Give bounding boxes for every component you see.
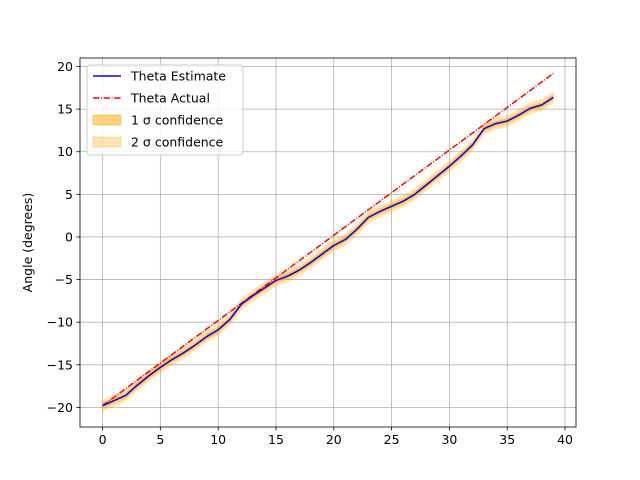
- y-tick-label: 20: [57, 59, 73, 74]
- x-tick-label: 35: [499, 432, 515, 447]
- series-line: [102, 72, 554, 407]
- x-tick-label: 5: [156, 432, 164, 447]
- y-tick-label: 5: [65, 187, 73, 202]
- legend-label: 1 σ confidence: [131, 113, 224, 128]
- plot-frame: [79, 57, 577, 428]
- legend-swatch-patch: [92, 136, 122, 148]
- y-tick-label: −5: [55, 272, 73, 287]
- y-axis-label: Angle (degrees): [20, 193, 35, 293]
- y-tick-label: 0: [65, 229, 73, 244]
- series-lines: [102, 72, 554, 407]
- legend-label: Theta Estimate: [130, 69, 226, 84]
- series-line: [102, 96, 554, 407]
- x-tick-label: 30: [441, 432, 457, 447]
- x-tick-label: 15: [268, 432, 284, 447]
- legend-swatch-patch: [92, 114, 122, 126]
- y-axis-ticks: −20 −15 −10 −5 0 5 10 15 20: [47, 59, 80, 415]
- grid: [80, 58, 576, 427]
- x-tick-label: 10: [210, 432, 226, 447]
- x-axis-ticks: 0 5 10 15 20 25 30 35 40: [99, 427, 573, 447]
- legend-label: 2 σ confidence: [131, 135, 224, 150]
- y-tick-label: −20: [47, 400, 73, 415]
- x-tick-label: 0: [99, 432, 107, 447]
- x-tick-label: 40: [557, 432, 573, 447]
- y-tick-label: 15: [57, 102, 73, 117]
- legend-box: [86, 64, 244, 156]
- x-tick-label: 25: [384, 432, 400, 447]
- y-tick-label: −15: [47, 357, 73, 372]
- y-tick-label: 10: [57, 144, 73, 159]
- legend-label: Theta Actual: [130, 91, 210, 106]
- y-tick-label: −10: [47, 315, 73, 330]
- legend: Theta Estimate Theta Actual 1 σ confidence…: [86, 64, 244, 156]
- x-tick-label: 20: [326, 432, 342, 447]
